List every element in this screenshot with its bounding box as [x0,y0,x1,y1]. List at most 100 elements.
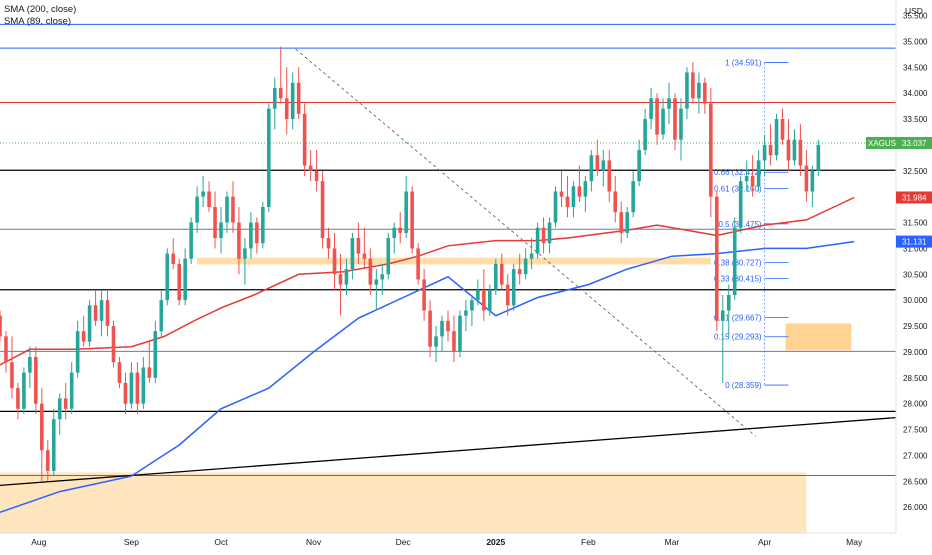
candle-body-134 [798,139,803,166]
candle-body-28 [165,253,170,301]
x-tick-label-6: Feb [581,537,596,547]
candle-body-26 [153,331,158,378]
legend-sma89[interactable]: SMA (89, close) [4,16,72,27]
candle-body-81 [482,289,486,311]
candle-body-135 [804,165,809,192]
price-tag-value-2: 31.131 [902,238,927,247]
candle-body-32 [189,222,193,259]
candle-body-58 [344,269,349,285]
candle-body-57 [338,274,343,285]
candle-body-124 [738,181,743,228]
candle-body-48 [284,98,289,120]
y-tick-label-19: 35.500 [903,12,928,21]
candle-body-65 [386,238,391,275]
candle-body-36 [213,206,217,239]
candle-body-9 [51,419,56,471]
x-tick-label-9: May [846,537,863,547]
candle-body-112 [667,98,671,109]
x-tick-label-7: Mar [665,537,680,547]
candle-body-55 [326,238,331,249]
candle-body-60 [356,238,361,254]
candle-body-102 [607,160,612,192]
candle-body-34 [201,191,205,197]
candle-body-116 [691,72,695,99]
candle-body-126 [750,175,755,187]
candle-body-106 [631,181,635,213]
y-tick-label-2: 27.000 [903,451,928,460]
candle-body-64 [380,274,385,280]
candle-body-110 [655,98,659,135]
candle-body-94 [559,191,564,197]
candle-body-30 [177,263,181,301]
candle-body-59 [350,238,355,270]
candle-body-18 [105,300,110,327]
candle-body-97 [577,186,582,197]
candle-body-22 [129,372,134,404]
candle-body-15 [87,305,92,342]
candle-body-45 [267,108,271,207]
candle-body-76 [452,331,456,352]
fib-level-label-1: 0.66 (32.472) [714,168,762,177]
legend-sma200[interactable]: SMA (200, close) [4,4,77,15]
y-tick-label-10: 31.000 [903,244,928,253]
x-tick-label-8: Apr [758,537,771,547]
candle-body-47 [278,87,283,99]
y-tick-label-16: 34.000 [903,89,928,98]
candle-body-128 [762,144,767,161]
candle-body-88 [523,258,528,275]
fib-level-label-8: 0 (28.359) [725,381,762,390]
candle-body-103 [613,191,618,213]
candle-body-85 [505,284,510,306]
x-tick-label-1: Sep [124,537,139,547]
candle-body-40 [237,222,241,259]
candle-body-101 [601,160,606,171]
candle-body-31 [183,258,187,301]
candle-body-121 [720,310,725,321]
candle-body-131 [780,119,785,140]
candle-body-122 [726,294,731,311]
zone-2 [785,323,852,351]
candle-body-39 [231,196,235,223]
price-tag-bg-2 [896,235,932,248]
candle-body-49 [290,82,295,120]
candle-body-3 [16,388,20,409]
trendline-1 [295,48,756,437]
candle-body-35 [207,191,211,207]
currency-label[interactable]: USD [905,6,923,16]
price-axis-background [896,0,932,550]
candle-body-4 [22,372,26,409]
candle-body-43 [255,222,259,244]
fib-level-label-2: 0.61 (32.160) [714,184,762,193]
candle-body-37 [219,222,223,239]
candle-body-25 [147,367,152,378]
candles-group [0,46,821,482]
y-tick-label-6: 29.000 [903,348,928,357]
candle-body-100 [595,155,600,171]
zone-0 [0,472,807,533]
candle-body-123 [732,227,737,295]
price-tag-ticker-0: XAGUSD [868,139,902,148]
candle-body-119 [709,103,713,197]
candle-body-42 [249,222,253,249]
candle-body-125 [744,175,749,182]
price-tag-bg-1 [896,191,932,204]
candle-body-130 [774,119,779,156]
y-tick-label-18: 35.000 [903,37,928,46]
candle-body-10 [57,398,62,420]
candle-body-29 [171,253,176,264]
candle-body-62 [368,258,373,285]
candle-body-66 [392,227,397,239]
candle-body-117 [697,82,701,99]
x-tick-label-4: Dec [396,537,412,547]
candle-body-61 [362,253,367,259]
price-tag-value-1: 31.984 [902,193,927,202]
zone-1 [197,257,711,265]
candle-body-137 [816,144,821,171]
candle-body-133 [792,139,797,161]
y-tick-label-4: 28.000 [903,400,928,409]
candle-body-13 [75,331,80,373]
candle-body-132 [786,139,791,161]
candle-body-99 [589,155,594,182]
candle-body-68 [404,191,408,233]
